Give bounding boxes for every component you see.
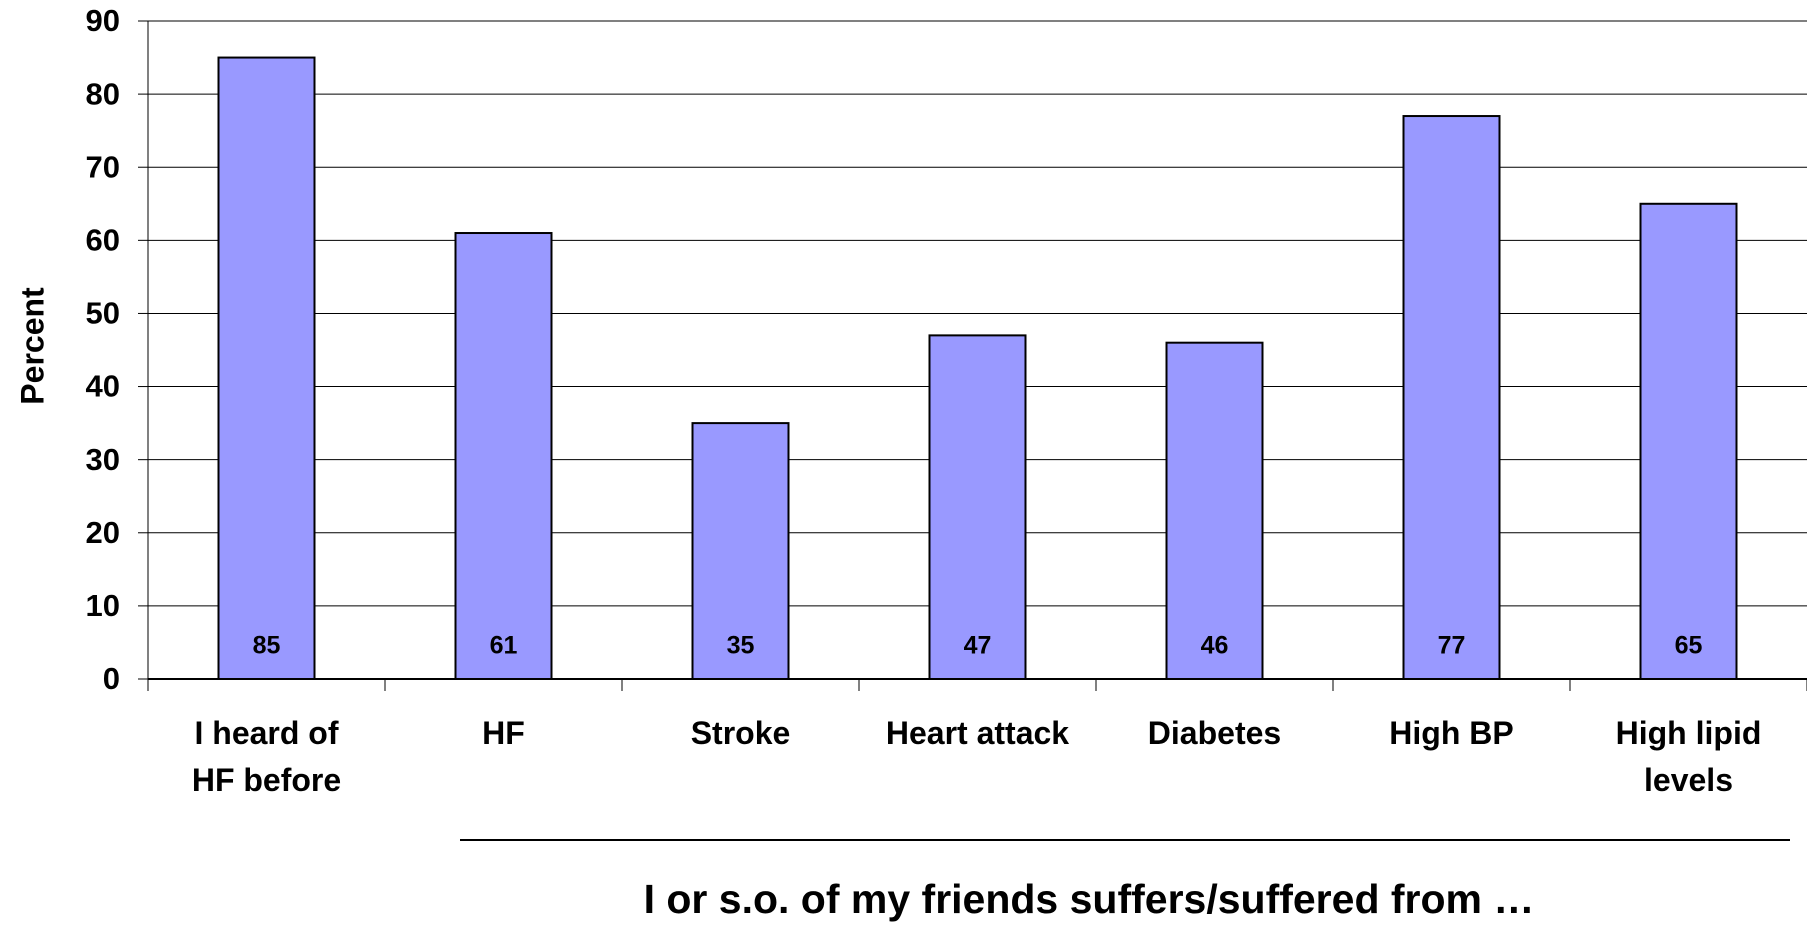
value-label: 85: [253, 632, 281, 660]
x-tick-label: High lipid levels: [1616, 715, 1762, 798]
y-tick-label: 50: [86, 296, 120, 331]
bar: [1165, 341, 1264, 680]
y-tick-label: 90: [86, 3, 120, 38]
value-label: 65: [1675, 632, 1703, 660]
value-label: 35: [727, 632, 755, 660]
y-tick-label: 40: [86, 369, 120, 404]
y-tick-label: 60: [86, 223, 120, 258]
x-tick-label: Heart attack: [886, 715, 1069, 751]
x-tick-label: HF: [482, 715, 525, 751]
bar: [217, 56, 316, 681]
bar: [454, 232, 553, 680]
bar: [1402, 115, 1501, 681]
x-tick-label: Diabetes: [1148, 715, 1281, 751]
value-label: 46: [1201, 632, 1229, 660]
annotation: I or s.o. of my friends suffers/suffered…: [644, 876, 1535, 922]
y-tick-label: 70: [86, 149, 120, 184]
x-tick-label: Stroke: [691, 715, 791, 751]
y-tick-label: 10: [86, 588, 120, 623]
value-label: 47: [964, 632, 992, 660]
bar: [691, 422, 790, 680]
y-tick-label: 80: [86, 76, 120, 111]
y-tick-label: 20: [86, 515, 120, 550]
value-label: 61: [490, 632, 518, 660]
y-tick-label: 0: [103, 661, 120, 696]
bar: [928, 334, 1027, 680]
x-tick-label: High BP: [1389, 715, 1513, 751]
y-axis-label: Percent: [14, 287, 50, 405]
y-tick-label: 30: [86, 442, 120, 477]
x-tick-label: I heard of HF before: [192, 715, 341, 798]
value-label: 77: [1438, 632, 1466, 660]
bar: [1639, 202, 1738, 680]
